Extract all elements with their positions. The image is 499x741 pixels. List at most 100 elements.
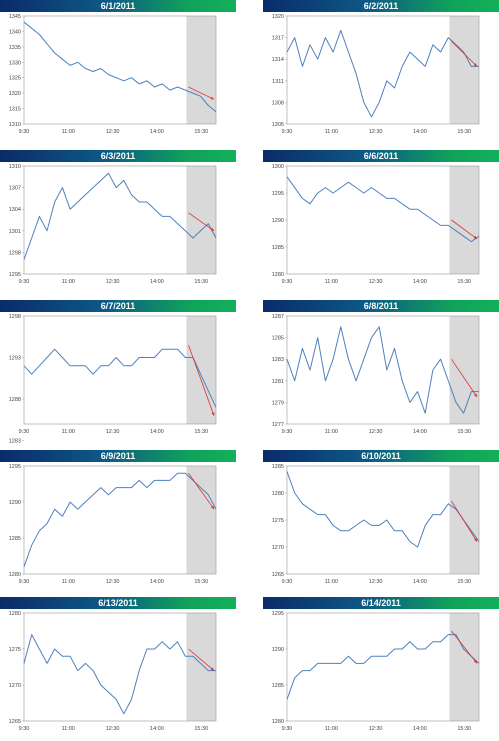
- x-tick-label: 14:00: [413, 279, 427, 285]
- y-tick-label: 1270: [272, 545, 284, 551]
- last-hour-shade: [449, 16, 479, 124]
- price-line: [23, 21, 217, 113]
- x-tick-label: 9:30: [19, 579, 30, 585]
- chart-panel: 6/14/2011 1295 1290 1285 1280 9:30 11:00 12:30 1…: [263, 597, 499, 741]
- y-tick-label: 1280: [272, 491, 284, 497]
- x-tick-label: 15:30: [194, 279, 208, 285]
- trend-arrow-head: [473, 63, 477, 67]
- y-tick-label: 1280: [9, 572, 21, 578]
- x-tick-label: 11:00: [325, 579, 338, 585]
- y-tick-label: 1320: [9, 91, 21, 97]
- y-tick-label: 1320: [272, 14, 284, 20]
- x-tick-label: 15:30: [457, 726, 471, 732]
- last-hour-shade: [449, 613, 479, 721]
- y-tick-label: 1295: [9, 464, 21, 470]
- plot-frame: [23, 165, 217, 275]
- chart-title: 6/6/2011: [263, 150, 499, 162]
- y-tick-label: 1280: [9, 611, 21, 617]
- y-tick-label: 1308: [272, 100, 284, 106]
- y-tick-label: 1280: [272, 272, 284, 278]
- trend-arrow-head: [210, 96, 214, 100]
- x-tick-label: 12:30: [106, 726, 120, 732]
- y-tick-label: 1340: [9, 29, 21, 35]
- chart-title: 6/10/2011: [263, 450, 499, 462]
- plot-frame: [23, 315, 217, 425]
- y-tick-label: 1298: [9, 250, 21, 256]
- y-tick-label: 1325: [9, 76, 21, 82]
- trend-arrow-line: [451, 40, 478, 67]
- x-tick-label: 11:00: [62, 129, 75, 135]
- chart-panel: 6/10/2011 1285 1280 1275 1270 1265 9:30 11:00 12…: [263, 450, 499, 594]
- x-tick-label: 12:30: [369, 129, 383, 135]
- x-tick-label: 14:00: [413, 579, 427, 585]
- y-tick-label: 1275: [9, 647, 21, 653]
- trend-arrow-line: [451, 500, 478, 542]
- x-tick-label: 14:00: [150, 726, 164, 732]
- y-tick-label: 1290: [272, 647, 284, 653]
- last-hour-shade: [186, 613, 216, 721]
- x-tick-label: 11:00: [325, 726, 338, 732]
- x-tick-label: 14:00: [150, 279, 164, 285]
- trend-arrow-head: [474, 538, 477, 542]
- trend-arrow-line: [188, 86, 215, 100]
- x-tick-label: 15:30: [457, 429, 471, 435]
- x-tick-label: 11:00: [325, 129, 338, 135]
- x-tick-label: 11:00: [62, 279, 75, 285]
- x-tick-label: 11:00: [62, 579, 75, 585]
- chart-title: 6/13/2011: [0, 597, 236, 609]
- plot-frame: [286, 315, 480, 425]
- y-tick-label: 1305: [272, 122, 284, 128]
- y-tick-label: 1265: [9, 719, 21, 725]
- y-tick-label: 1304: [9, 207, 21, 213]
- x-tick-label: 12:30: [106, 429, 120, 435]
- trend-arrow-head: [211, 412, 215, 416]
- trend-arrow-head: [210, 505, 214, 510]
- x-tick-label: 14:00: [413, 129, 427, 135]
- y-tick-label: 1345: [9, 14, 21, 20]
- trend-arrow-line: [451, 358, 478, 398]
- y-tick-label: 1311: [272, 79, 284, 85]
- trend-arrow-line: [451, 219, 478, 240]
- y-tick-label: 1277: [272, 422, 284, 428]
- y-tick-label: 1315: [9, 107, 21, 113]
- last-hour-shade: [449, 316, 479, 424]
- price-line: [23, 472, 217, 567]
- plot-frame: [23, 612, 217, 722]
- plot-frame: [23, 15, 217, 125]
- y-tick-label: 1283: [272, 357, 284, 363]
- y-tick-label: 1314: [272, 57, 284, 63]
- price-line: [286, 326, 479, 414]
- chart-title: 6/2/2011: [263, 0, 499, 12]
- y-tick-label: 1317: [272, 36, 284, 42]
- x-tick-label: 12:30: [106, 279, 120, 285]
- x-tick-label: 15:30: [194, 429, 208, 435]
- trend-arrow-head: [474, 393, 477, 397]
- trend-arrow-line: [188, 344, 215, 416]
- x-tick-label: 15:30: [457, 579, 471, 585]
- y-tick-label: 1287: [272, 314, 284, 320]
- trend-arrow-head: [473, 660, 477, 664]
- chart-panel: 6/8/2011 1287 1285 1283 1281 1279 1277 9:30 11:0…: [263, 300, 499, 444]
- x-tick-label: 9:30: [19, 129, 30, 135]
- trend-arrow-line: [188, 648, 215, 671]
- chart-title: 6/1/2011: [0, 0, 236, 12]
- trend-arrow-line: [188, 472, 215, 510]
- y-tick-label: 1293: [9, 356, 21, 362]
- x-tick-label: 14:00: [413, 429, 427, 435]
- x-tick-label: 11:00: [325, 429, 338, 435]
- y-tick-label: 1279: [272, 400, 284, 406]
- chart-panel: 6/3/2011 1310 1307 1304 1301 1298 1295 9:30 11:0…: [0, 150, 236, 294]
- trend-arrow-head: [210, 667, 214, 671]
- plot-frame: [23, 465, 217, 575]
- chart-title: 6/9/2011: [0, 450, 236, 462]
- x-tick-label: 14:00: [150, 429, 164, 435]
- last-hour-shade: [186, 466, 216, 574]
- x-tick-label: 12:30: [369, 726, 383, 732]
- y-tick-label: 1330: [9, 60, 21, 66]
